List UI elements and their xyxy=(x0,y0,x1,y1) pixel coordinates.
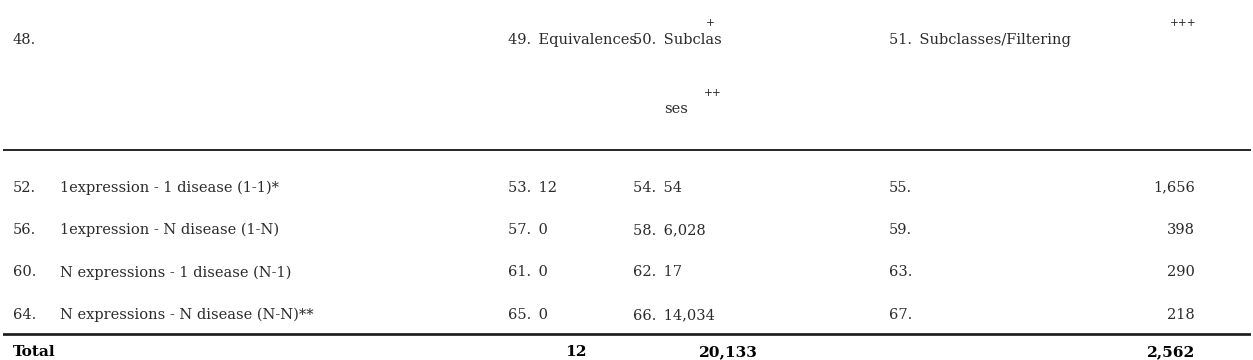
Text: 1expression - 1 disease (1-1)*: 1expression - 1 disease (1-1)* xyxy=(60,180,279,195)
Text: 65. 0: 65. 0 xyxy=(507,308,548,322)
Text: 218: 218 xyxy=(1167,308,1194,322)
Text: 52.: 52. xyxy=(13,181,36,195)
Text: 61. 0: 61. 0 xyxy=(507,265,548,279)
Text: 60.: 60. xyxy=(13,265,36,279)
Text: 1,656: 1,656 xyxy=(1153,181,1194,195)
Text: 53. 12: 53. 12 xyxy=(507,181,556,195)
Text: 398: 398 xyxy=(1167,223,1194,237)
Text: +++: +++ xyxy=(1169,18,1195,28)
Text: 20,133: 20,133 xyxy=(699,345,758,359)
Text: 48.: 48. xyxy=(13,33,36,47)
Text: 59.: 59. xyxy=(888,223,912,237)
Text: ses: ses xyxy=(664,102,688,116)
Text: 62. 17: 62. 17 xyxy=(633,265,682,279)
Text: 67.: 67. xyxy=(888,308,912,322)
Text: 64.: 64. xyxy=(13,308,36,322)
Text: +: + xyxy=(705,18,714,28)
Text: 55.: 55. xyxy=(888,181,912,195)
Text: 1expression - N disease (1-N): 1expression - N disease (1-N) xyxy=(60,223,279,237)
Text: 57. 0: 57. 0 xyxy=(507,223,548,237)
Text: N expressions - 1 disease (N-1): N expressions - 1 disease (N-1) xyxy=(60,265,291,280)
Text: 63.: 63. xyxy=(888,265,912,279)
Text: N expressions - N disease (N-N)**: N expressions - N disease (N-N)** xyxy=(60,308,313,322)
Text: 290: 290 xyxy=(1167,265,1194,279)
Text: 51. Subclasses/Filtering: 51. Subclasses/Filtering xyxy=(888,33,1070,47)
Text: Total: Total xyxy=(13,345,55,359)
Text: 2,562: 2,562 xyxy=(1146,345,1194,359)
Text: 56.: 56. xyxy=(13,223,36,237)
Text: 12: 12 xyxy=(565,345,586,359)
Text: 58. 6,028: 58. 6,028 xyxy=(633,223,705,237)
Text: 49. Equivalences: 49. Equivalences xyxy=(507,33,637,47)
Text: 66. 14,034: 66. 14,034 xyxy=(633,308,714,322)
Text: 54. 54: 54. 54 xyxy=(633,181,682,195)
Text: ++: ++ xyxy=(704,88,722,98)
Text: 50. Subclas: 50. Subclas xyxy=(633,33,722,47)
